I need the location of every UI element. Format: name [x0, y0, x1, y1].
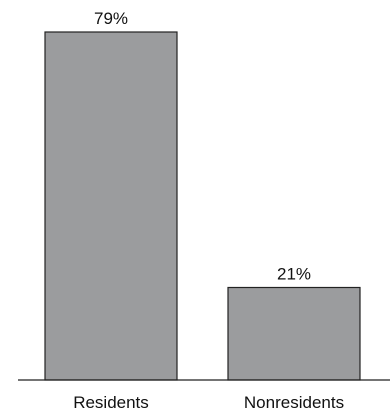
x-tick-label-residents: Residents	[73, 393, 149, 412]
data-label-nonresidents: 21%	[277, 264, 311, 283]
x-tick-labels-group: Residents Nonresidents	[73, 393, 344, 412]
bars-group	[44, 31, 361, 381]
bar-residents	[44, 31, 178, 381]
bar-nonresidents	[227, 286, 361, 381]
data-label-residents: 79%	[94, 9, 128, 28]
x-tick-label-nonresidents: Nonresidents	[244, 393, 344, 412]
data-labels-group: 79% 21%	[94, 9, 311, 283]
